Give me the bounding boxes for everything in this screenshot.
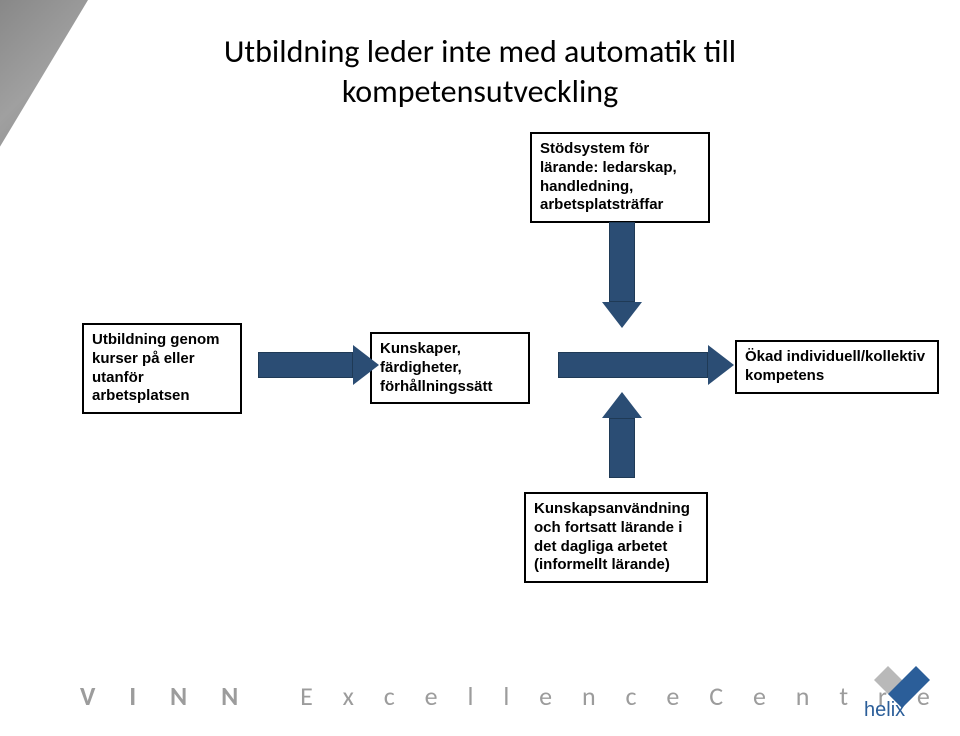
footer-brand-rest: E x c e l l e n c e C e n t r e	[300, 680, 942, 712]
corner-decoration	[0, 0, 100, 180]
svg-text:helix: helix	[864, 699, 905, 721]
box-top: Stödsystem för lärande: ledarskap, handl…	[530, 132, 710, 223]
arrow-a1	[258, 345, 379, 385]
page-title: Utbildning leder inte med automatik till…	[170, 32, 790, 112]
box-left: Utbildning genom kurser på eller utanför…	[82, 323, 242, 414]
box-mid: Kunskaper, färdigheter, förhållningssätt	[370, 332, 530, 404]
footer-brand: V I N N E x c e l l e n c e C e n t r e	[80, 680, 942, 712]
arrow-a4	[602, 392, 642, 478]
box-right: Ökad individuell/kollektiv kompetens	[735, 340, 939, 394]
arrow-a2	[558, 345, 734, 385]
footer-brand-vinn: V I N N	[80, 680, 252, 712]
footer: V I N N E x c e l l e n c e C e n t r e …	[0, 666, 960, 726]
box-bottom: Kunskapsanvändning och fortsatt lärande …	[524, 492, 708, 583]
arrow-a3	[602, 222, 642, 328]
helix-logo: helix	[858, 660, 938, 722]
